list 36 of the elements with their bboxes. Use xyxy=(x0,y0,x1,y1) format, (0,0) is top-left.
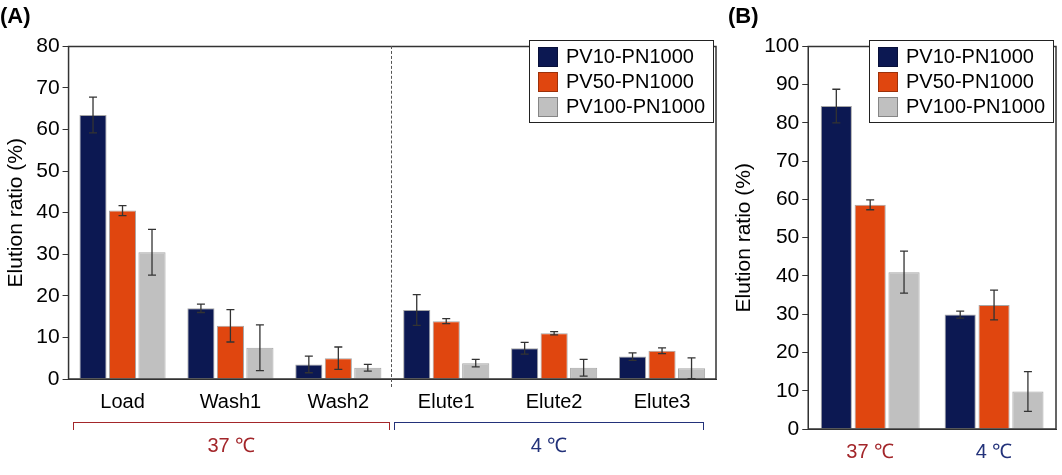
y-axis-title: Elution ratio (%) xyxy=(731,163,755,313)
x-tick-label: Elute1 xyxy=(417,389,475,412)
legend-label: PV50-PN1000 xyxy=(906,69,1034,95)
y-tick-label: 20 xyxy=(36,282,60,306)
y-tick-label: 30 xyxy=(775,301,800,325)
y-tick-label: 80 xyxy=(36,33,60,57)
x-tick-label: Wash1 xyxy=(199,389,262,412)
legend-label: PV10-PN1000 xyxy=(906,44,1034,70)
chart-title: (A) xyxy=(0,3,31,29)
y-tick-label: 20 xyxy=(775,339,800,363)
chart-title: (B) xyxy=(728,3,759,29)
y-tick-label: 10 xyxy=(775,377,800,401)
legend-label: PV10-PN1000 xyxy=(566,44,694,70)
y-tick-label: 90 xyxy=(775,71,800,95)
y-tick-label: 0 xyxy=(47,365,60,389)
y-tick-label: 60 xyxy=(775,186,800,210)
legend-label: PV50-PN1000 xyxy=(566,69,694,95)
y-tick-label: 40 xyxy=(36,199,60,223)
x-tick-label: Elute2 xyxy=(525,389,583,412)
x-tick-label: Wash2 xyxy=(307,389,370,412)
y-tick-label: 50 xyxy=(36,157,60,181)
y-tick-label: 70 xyxy=(36,74,60,98)
y-tick-label: 0 xyxy=(787,415,800,439)
legend-label: PV100-PN1000 xyxy=(906,94,1045,120)
y-tick-label: 70 xyxy=(775,147,800,171)
y-tick-label: 60 xyxy=(36,116,60,140)
x-tick-label: Elute3 xyxy=(633,389,691,412)
y-tick-label: 10 xyxy=(36,324,60,348)
legend-label: PV100-PN1000 xyxy=(566,94,705,120)
y-tick-label: 100 xyxy=(764,33,800,57)
y-tick-label: 50 xyxy=(775,224,800,248)
y-axis-title: Elution ratio (%) xyxy=(3,138,27,288)
y-tick-label: 30 xyxy=(36,241,60,265)
y-tick-label: 80 xyxy=(775,109,800,133)
y-tick-label: 40 xyxy=(775,262,800,286)
x-tick-label: Load xyxy=(100,389,145,412)
